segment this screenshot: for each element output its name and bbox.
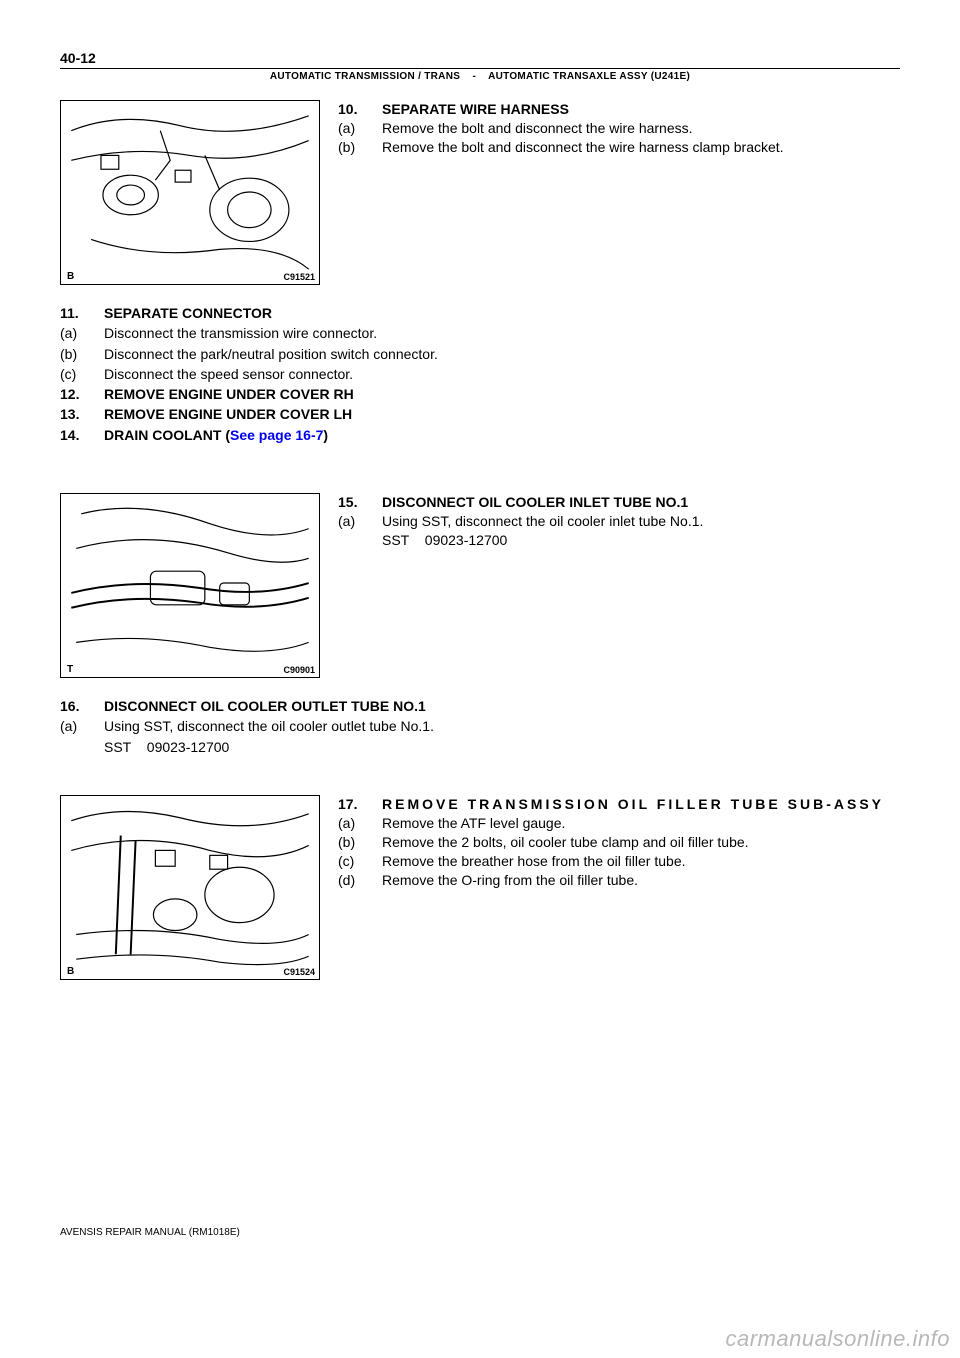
s14-post: ) — [323, 427, 328, 443]
figure-3: B C91524 — [60, 795, 320, 980]
figure-3-letter: B — [67, 966, 74, 977]
s11c-text: Disconnect the speed sensor connector. — [104, 364, 353, 384]
figure-1-letter: B — [67, 271, 74, 282]
s16-num: 16. — [60, 696, 92, 716]
s17a-num: (a) — [338, 814, 370, 833]
s11a-text: Disconnect the transmission wire connect… — [104, 323, 377, 343]
step-15-title: DISCONNECT OIL COOLER INLET TUBE NO.1 — [382, 493, 688, 512]
s16a-text: Using SST, disconnect the oil cooler out… — [104, 716, 434, 736]
figure-2-svg — [61, 494, 319, 677]
figure-3-code: C91524 — [283, 967, 315, 977]
row-step-10: B C91521 10. SEPARATE WIRE HARNESS (a) R… — [60, 100, 900, 285]
page-number: 40-12 — [60, 50, 900, 66]
row-step-15: T C90901 15. DISCONNECT OIL COOLER INLET… — [60, 493, 900, 678]
figure-2-letter: T — [67, 664, 73, 675]
step-10-title: SEPARATE WIRE HARNESS — [382, 100, 569, 119]
step-15a-text: Using SST, disconnect the oil cooler inl… — [382, 512, 703, 531]
s17c-num: (c) — [338, 852, 370, 871]
figure-2-code: C90901 — [283, 665, 315, 675]
s16-title: DISCONNECT OIL COOLER OUTLET TUBE NO.1 — [104, 696, 426, 716]
s13-num: 13. — [60, 404, 92, 424]
footer: AVENSIS REPAIR MANUAL (RM1018E) — [60, 1227, 240, 1238]
step-15-num: 15. — [338, 493, 370, 512]
step-10b-text: Remove the bolt and disconnect the wire … — [382, 138, 784, 157]
s14-title: DRAIN COOLANT (See page 16-7) — [104, 425, 328, 445]
figure-2: T C90901 — [60, 493, 320, 678]
s11-title: SEPARATE CONNECTOR — [104, 303, 272, 323]
s17b-num: (b) — [338, 833, 370, 852]
s14-num: 14. — [60, 425, 92, 445]
figure-1-code: C91521 — [283, 272, 315, 282]
step-15-sst: SST 09023-12700 — [382, 531, 703, 550]
watermark: carmanualsonline.info — [725, 1326, 950, 1352]
page: 40-12 AUTOMATIC TRANSMISSION / TRANS - A… — [0, 0, 960, 1358]
s13-title: REMOVE ENGINE UNDER COVER LH — [104, 404, 352, 424]
step-10a-text: Remove the bolt and disconnect the wire … — [382, 119, 693, 138]
figure-1: B C91521 — [60, 100, 320, 285]
step-17-text: 17. REMOVE TRANSMISSION OIL FILLER TUBE … — [338, 795, 900, 889]
block-11-14: 11. SEPARATE CONNECTOR (a) Disconnect the … — [60, 303, 900, 445]
s14-pre: DRAIN COOLANT ( — [104, 427, 230, 443]
block-16: 16. DISCONNECT OIL COOLER OUTLET TUBE NO.… — [60, 696, 900, 757]
step-15a-body: Using SST, disconnect the oil cooler inl… — [382, 512, 703, 550]
s17b-text: Remove the 2 bolts, oil cooler tube clam… — [382, 833, 749, 852]
step-10-num: 10. — [338, 100, 370, 119]
s17c-text: Remove the breather hose from the oil fi… — [382, 852, 686, 871]
step-10b-num: (b) — [338, 138, 370, 157]
s11c-num: (c) — [60, 364, 92, 384]
step-15-text: 15. DISCONNECT OIL COOLER INLET TUBE NO.… — [338, 493, 900, 550]
row-step-17: B C91524 17. REMOVE TRANSMISSION OIL FIL… — [60, 795, 900, 980]
step-10-text: 10. SEPARATE WIRE HARNESS (a) Remove the… — [338, 100, 900, 157]
s11-num: 11. — [60, 303, 92, 323]
step-17-num: 17. — [338, 795, 370, 814]
s14-link[interactable]: See page 16-7 — [230, 427, 323, 443]
header-title: AUTOMATIC TRANSMISSION / TRANS - AUTOMAT… — [60, 71, 900, 82]
step-10a-num: (a) — [338, 119, 370, 138]
s11b-num: (b) — [60, 344, 92, 364]
s17d-num: (d) — [338, 871, 370, 890]
header-rule — [60, 68, 900, 69]
s16a-body: Using SST, disconnect the oil cooler out… — [104, 716, 434, 757]
s16-sst: SST 09023-12700 — [104, 737, 434, 757]
step-15a-num: (a) — [338, 512, 370, 550]
step-17-title: REMOVE TRANSMISSION OIL FILLER TUBE SUB-… — [382, 795, 884, 814]
s16a-num: (a) — [60, 716, 92, 757]
figure-3-svg — [61, 796, 319, 979]
s11b-text: Disconnect the park/neutral position swi… — [104, 344, 438, 364]
s12-num: 12. — [60, 384, 92, 404]
s17a-text: Remove the ATF level gauge. — [382, 814, 565, 833]
s17d-text: Remove the O-ring from the oil filler tu… — [382, 871, 638, 890]
figure-1-svg — [61, 101, 319, 284]
s11a-num: (a) — [60, 323, 92, 343]
s12-title: REMOVE ENGINE UNDER COVER RH — [104, 384, 354, 404]
